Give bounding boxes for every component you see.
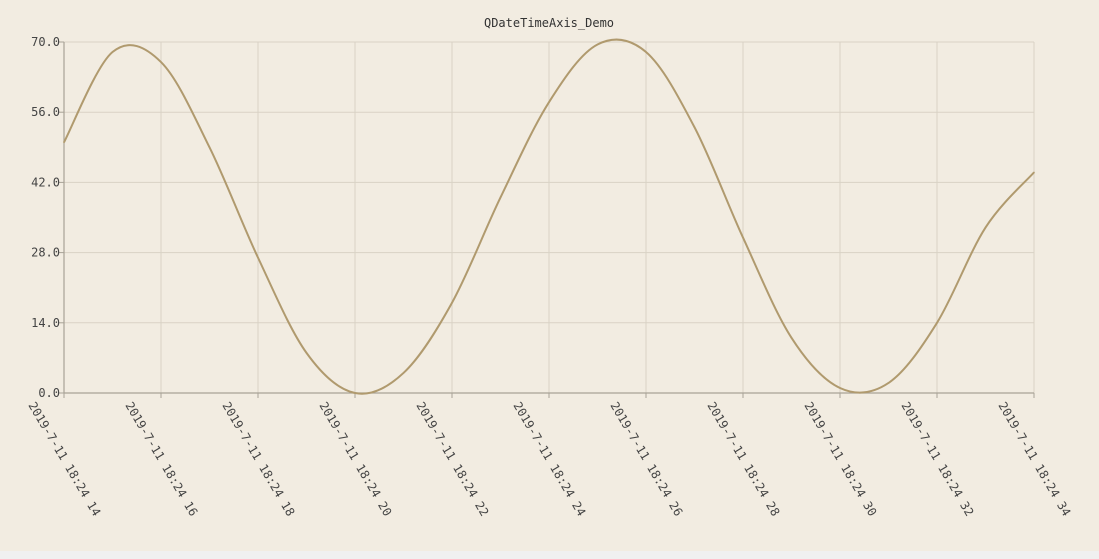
xtick-label: 2019-7-11 18:24 20 bbox=[316, 399, 394, 518]
data-point bbox=[208, 146, 211, 149]
data-point bbox=[354, 392, 356, 394]
data-point bbox=[1033, 171, 1035, 174]
xtick-label: 2019-7-11 18:24 30 bbox=[801, 399, 879, 518]
xtick-label: 2019-7-11 18:24 14 bbox=[25, 399, 103, 518]
data-point bbox=[160, 61, 162, 63]
data-point bbox=[790, 337, 793, 339]
ytick-label: 14.0 bbox=[31, 316, 60, 330]
xtick-label: 2019-7-11 18:24 26 bbox=[607, 399, 685, 518]
ytick-label: 28.0 bbox=[31, 246, 60, 260]
ytick-label: 42.0 bbox=[31, 175, 60, 189]
data-point bbox=[596, 43, 599, 46]
chart-title: QDateTimeAxis_Demo bbox=[484, 16, 614, 30]
data-point bbox=[887, 382, 890, 384]
ytick-label: 0.0 bbox=[38, 386, 60, 400]
ytick-label: 56.0 bbox=[31, 105, 60, 119]
ytick-label: 70.0 bbox=[31, 35, 60, 49]
data-point bbox=[63, 141, 65, 144]
series-line bbox=[63, 38, 1035, 395]
xtick-label: 2019-7-11 18:24 28 bbox=[704, 399, 782, 518]
xtick-label: 2019-7-11 18:24 24 bbox=[510, 399, 588, 518]
data-point bbox=[499, 196, 502, 199]
data-point bbox=[936, 322, 938, 324]
data-point bbox=[742, 236, 744, 239]
grid bbox=[63, 41, 1035, 394]
data-point bbox=[548, 101, 550, 103]
data-point bbox=[111, 51, 114, 53]
data-point bbox=[693, 126, 696, 129]
data-point bbox=[645, 51, 647, 53]
xtick-label: 2019-7-11 18:24 32 bbox=[898, 399, 976, 518]
series-layer bbox=[63, 38, 1035, 395]
xtick-label: 2019-7-11 18:24 18 bbox=[219, 399, 297, 518]
data-point bbox=[984, 226, 987, 229]
data-point bbox=[839, 387, 841, 389]
data-point bbox=[402, 372, 405, 374]
data-point bbox=[305, 352, 308, 354]
xtick-label: 2019-7-11 18:24 22 bbox=[413, 399, 491, 518]
xtick-label: 2019-7-11 18:24 34 bbox=[995, 399, 1073, 518]
xtick-label: 2019-7-11 18:24 16 bbox=[122, 399, 200, 518]
data-point bbox=[451, 301, 453, 304]
data-point bbox=[257, 256, 259, 259]
